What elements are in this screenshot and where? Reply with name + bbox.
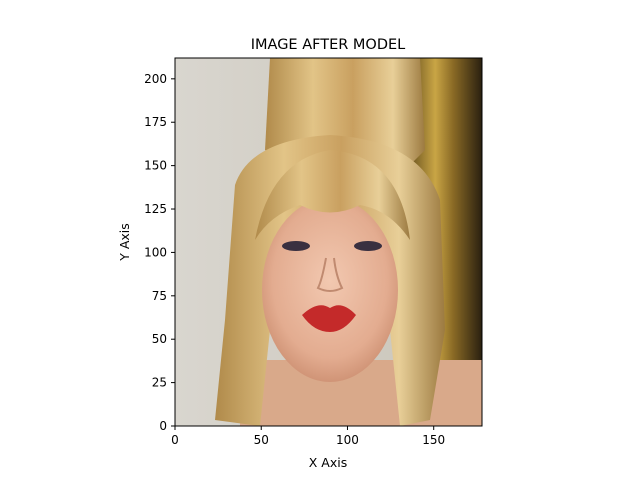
x-tick-label: 0: [171, 433, 179, 447]
y-tick-label: 25: [152, 376, 167, 390]
x-tick-label: 50: [254, 433, 269, 447]
x-ticks: 0 50 100 150: [171, 426, 445, 447]
y-tick-label: 150: [144, 159, 167, 173]
plot-frame: [174, 57, 483, 427]
nose: [316, 257, 344, 292]
x-tick-label: 150: [422, 433, 445, 447]
y-tick-label: 100: [144, 245, 167, 259]
x-axis-label: X Axis: [309, 455, 347, 470]
y-ticks: 0 25 50 75 100 125 150 175 200: [144, 72, 175, 433]
y-tick-label: 125: [144, 202, 167, 216]
chart-title: IMAGE AFTER MODEL: [251, 37, 406, 53]
lips: [302, 305, 356, 332]
y-tick-label: 75: [152, 289, 167, 303]
y-tick-label: 50: [152, 332, 167, 346]
y-axis-label: Y Axis: [117, 223, 132, 262]
bangs: [255, 150, 410, 240]
image-layer: [175, 58, 482, 426]
x-tick-label: 100: [336, 433, 359, 447]
y-tick-label: 175: [144, 115, 167, 129]
y-tick-label: 200: [144, 72, 167, 86]
right-eye: [354, 241, 382, 251]
y-tick-label: 0: [159, 419, 167, 433]
left-eye: [282, 241, 310, 251]
